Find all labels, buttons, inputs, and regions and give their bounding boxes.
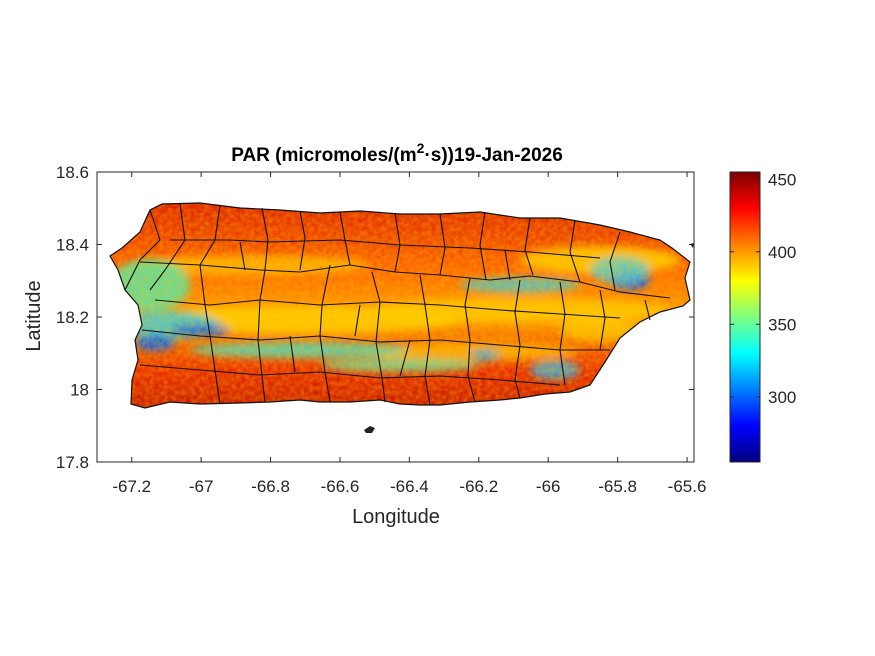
y-tick-label: 18.4 — [56, 236, 89, 255]
y-tick-label: 18.6 — [56, 163, 89, 182]
chart-title: PAR (micromoles/(m2·s))19-Jan-2026 — [231, 140, 563, 166]
x-tick-label: -67 — [189, 477, 214, 496]
y-tick-label: 18 — [70, 381, 89, 400]
colorbar-ticks: 300 350 400 450 — [730, 170, 796, 407]
colorbar-tick-label: 300 — [768, 388, 796, 407]
par-heatmap — [110, 203, 690, 408]
x-axis-label: Longitude — [352, 506, 440, 528]
colorbar-tick-label: 400 — [768, 243, 796, 262]
colorbar-tick-label: 450 — [768, 170, 796, 189]
y-axis-label: Latitude — [23, 280, 45, 351]
x-tick-label: -66.2 — [459, 477, 498, 496]
x-tick-label: -66.8 — [251, 477, 290, 496]
x-tick-label: -66 — [536, 477, 561, 496]
x-axis: -67.2 -67 -66.8 -66.6 -66.4 -66.2 -66 -65.8 -65.… — [112, 172, 706, 496]
x-tick-label: -65.8 — [598, 477, 637, 496]
colorbar-tick-label: 350 — [768, 315, 796, 334]
y-tick-label: 18.2 — [56, 308, 89, 327]
x-tick-label: -65.6 — [668, 477, 707, 496]
municipality-boundaries — [124, 203, 671, 406]
islet — [364, 426, 375, 433]
colorbar — [729, 171, 761, 463]
y-axis: 17.8 18 18.2 18.4 18.6 — [56, 163, 694, 472]
x-tick-label: -66.4 — [390, 477, 429, 496]
x-tick-label: -67.2 — [112, 477, 151, 496]
x-tick-label: -66.6 — [321, 477, 360, 496]
y-tick-label: 17.8 — [56, 453, 89, 472]
